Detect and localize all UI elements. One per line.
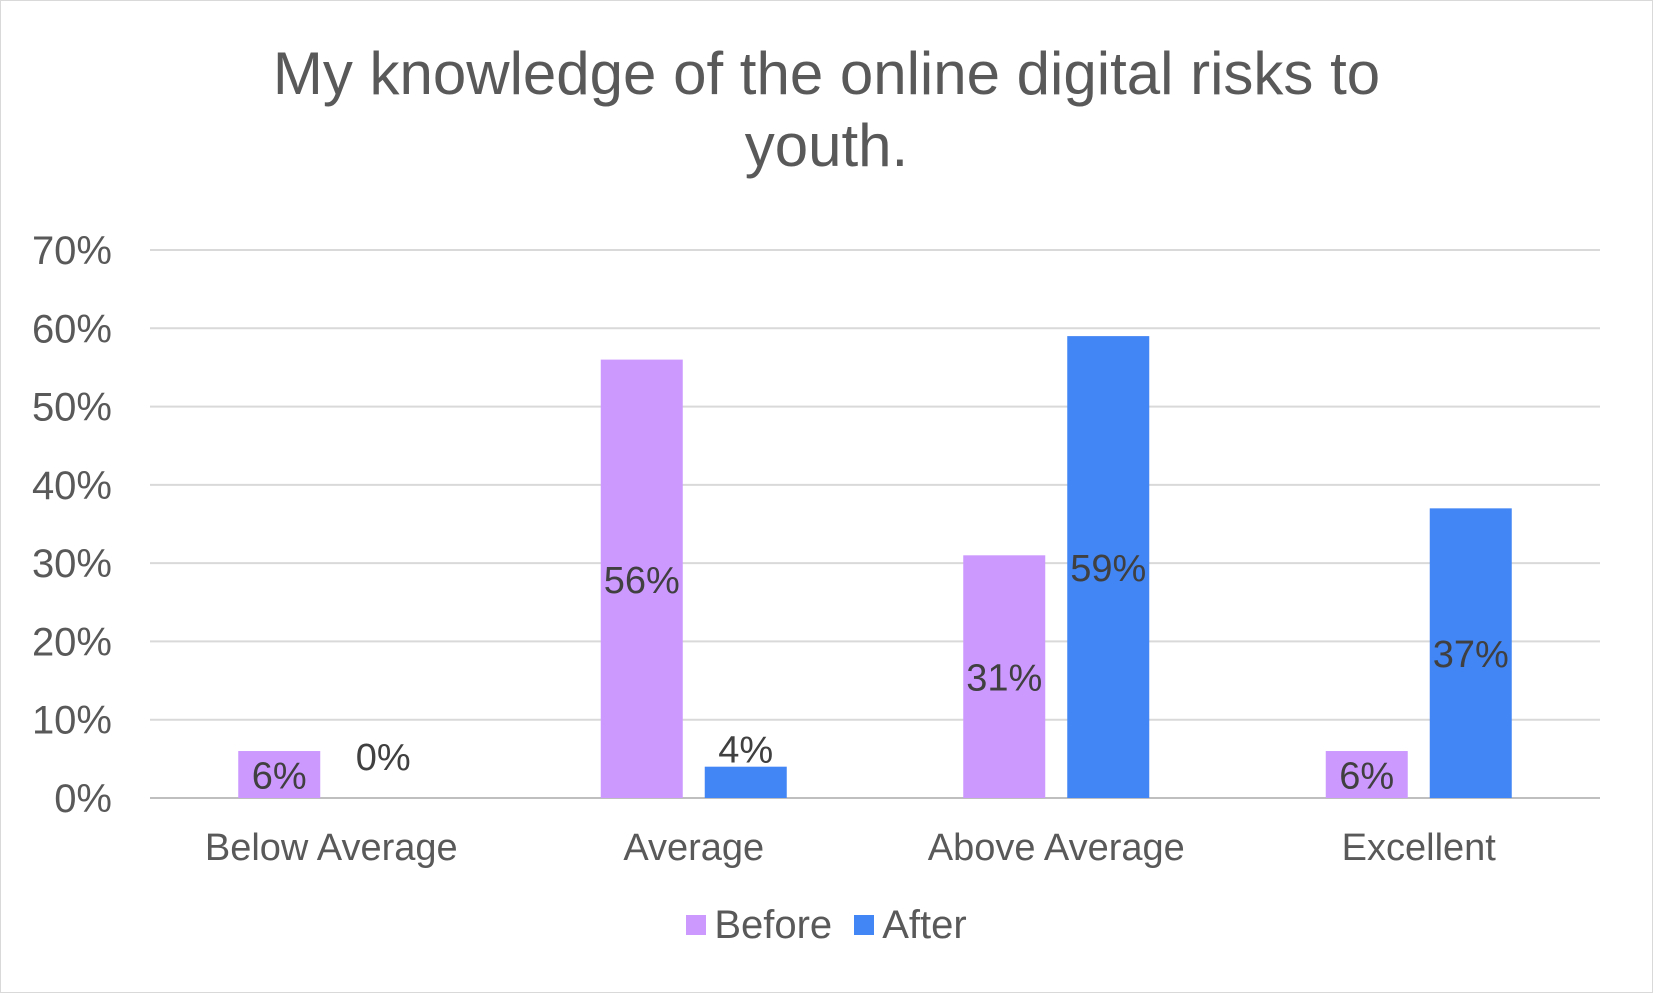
y-tick-label: 70% [32, 229, 112, 273]
x-tick-label: Above Average [928, 827, 1185, 869]
bar-after [704, 766, 787, 798]
legend-item-after: After [854, 902, 967, 948]
legend-item-before: Before [686, 903, 832, 948]
bar-before [963, 555, 1046, 798]
legend-label-before: Before [714, 902, 833, 947]
y-tick-label: 40% [32, 464, 112, 508]
bar-before [1325, 751, 1408, 798]
legend-label-after: After [882, 902, 967, 947]
data-label-after: 37% [1433, 634, 1509, 676]
y-tick-label: 60% [32, 307, 112, 351]
data-label-after: 0% [356, 737, 411, 779]
y-tick-label: 30% [32, 542, 112, 586]
data-label-before: 6% [252, 756, 307, 798]
bar-after [1429, 508, 1512, 798]
data-label-after: 4% [718, 730, 773, 772]
y-tick-label: 20% [32, 620, 112, 664]
x-tick-label: Average [623, 827, 764, 869]
data-label-after: 59% [1070, 548, 1146, 590]
y-tick-label: 0% [54, 777, 112, 821]
bar-before [238, 751, 321, 798]
data-label-before: 31% [966, 658, 1042, 700]
data-label-before: 56% [604, 560, 680, 602]
y-tick-label: 10% [32, 699, 112, 743]
x-tick-label: Excellent [1342, 827, 1497, 869]
chart-title-line-1: My knowledge of the online digital risks… [272, 40, 1381, 107]
chart-title: My knowledge of the online digital risks… [0, 38, 1653, 182]
legend-swatch-after [854, 915, 875, 935]
x-tick-label: Below Average [205, 827, 458, 869]
y-tick-label: 50% [32, 386, 112, 430]
legend-swatch-before [686, 915, 707, 935]
bar-before [600, 359, 683, 798]
bar-after [1067, 336, 1150, 798]
chart-legend: Before After [0, 900, 1653, 950]
chart-title-line-2: youth. [744, 112, 909, 179]
data-label-before: 6% [1339, 756, 1394, 798]
